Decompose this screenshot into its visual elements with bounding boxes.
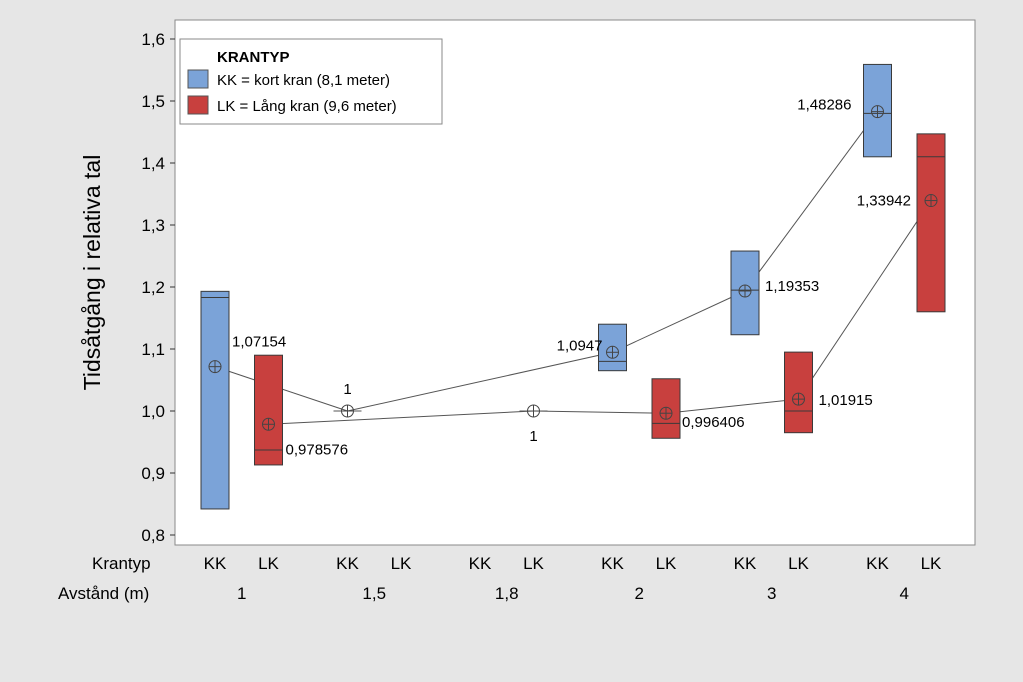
krantyp-label: KK	[866, 554, 889, 573]
mean-label-lk-3: 0,996406	[682, 414, 745, 431]
avstand-label: 1,8	[495, 584, 519, 603]
y-tick-label: 1,0	[141, 402, 165, 421]
x-row-label-krantyp: Krantyp	[92, 554, 151, 573]
mean-line-lk	[665, 398, 799, 414]
legend-swatch-kk	[187, 69, 209, 89]
y-tick-label: 1,5	[141, 92, 165, 111]
krantyp-label: LK	[523, 554, 544, 573]
avstand-label: 3	[767, 584, 776, 603]
mean-label-kk-5: 1,48286	[797, 97, 851, 114]
mean-line-kk	[744, 111, 878, 292]
krantyp-label: LK	[788, 554, 809, 573]
krantyp-label: LK	[258, 554, 279, 573]
legend-swatch-lk	[187, 95, 209, 115]
mean-labels: 1,07154 1 1,0947 1,19353 1,48286 0,978576 1 0,9…	[232, 97, 911, 459]
avstand-label: 1	[237, 584, 246, 603]
mean-label-lk-4: 1,01915	[819, 392, 873, 409]
krantyp-label: KK	[734, 554, 757, 573]
legend-box	[179, 38, 443, 125]
avstand-label: 2	[635, 584, 644, 603]
y-tick-label: 1,3	[141, 216, 165, 235]
krantyp-label: KK	[469, 554, 492, 573]
mean-line-lk	[533, 410, 667, 414]
x-row-label-avstand: Avstånd (m)	[58, 584, 149, 603]
y-axis-title: Tidsåtgång i relativa tal	[79, 155, 105, 391]
legend: KRANTYP KK = kort kran (8,1 meter) LK = …	[179, 38, 443, 125]
mean-label-kk-4: 1,19353	[765, 278, 819, 295]
x-axis-labels: Krantyp Avstånd (m) KK LK KK LK KK LK KK LK KK LK…	[58, 554, 942, 603]
mean-line-kk	[612, 290, 746, 353]
krantyp-label: LK	[656, 554, 677, 573]
box-lk-5	[916, 133, 946, 313]
avstand-label: 1,5	[362, 584, 386, 603]
krantyp-label: LK	[391, 554, 412, 573]
mean-label-kk-3: 1,0947	[557, 337, 603, 354]
y-tick-label: 1,6	[141, 30, 165, 49]
y-tick-label: 0,9	[141, 464, 165, 483]
box-lk-4	[784, 351, 813, 434]
y-axis: 0,8 0,9 1,0 1,1 1,2 1,3 1,4 1,5 1,6	[141, 30, 175, 545]
y-tick-label: 1,4	[141, 154, 165, 173]
avstand-label: 4	[900, 584, 909, 603]
krantyp-label: KK	[336, 554, 359, 573]
mean-line-kk	[347, 351, 613, 412]
krantyp-label: KK	[601, 554, 624, 573]
mean-line-lk	[268, 410, 534, 425]
boxes	[200, 63, 946, 510]
mean-label-lk-0: 0,978576	[286, 441, 349, 458]
mean-label-lk-5: 1,33942	[857, 193, 911, 210]
y-tick-label: 1,2	[141, 278, 165, 297]
box-kk-0	[200, 290, 230, 510]
legend-label-kk: KK = kort kran (8,1 meter)	[217, 72, 390, 89]
krantyp-label: KK	[204, 554, 227, 573]
krantyp-label: LK	[921, 554, 942, 573]
mean-line-lk	[798, 200, 932, 400]
legend-label-lk: LK = Lång kran (9,6 meter)	[217, 98, 397, 115]
y-tick-label: 0,8	[141, 526, 165, 545]
legend-title: KRANTYP	[217, 49, 290, 66]
mean-label-kk-0: 1,07154	[232, 334, 286, 351]
mean-label-lk-2: 1	[529, 428, 537, 445]
box-lk-0	[254, 354, 283, 466]
mean-label-kk-1: 1	[343, 381, 351, 398]
y-tick-label: 1,1	[141, 340, 165, 359]
